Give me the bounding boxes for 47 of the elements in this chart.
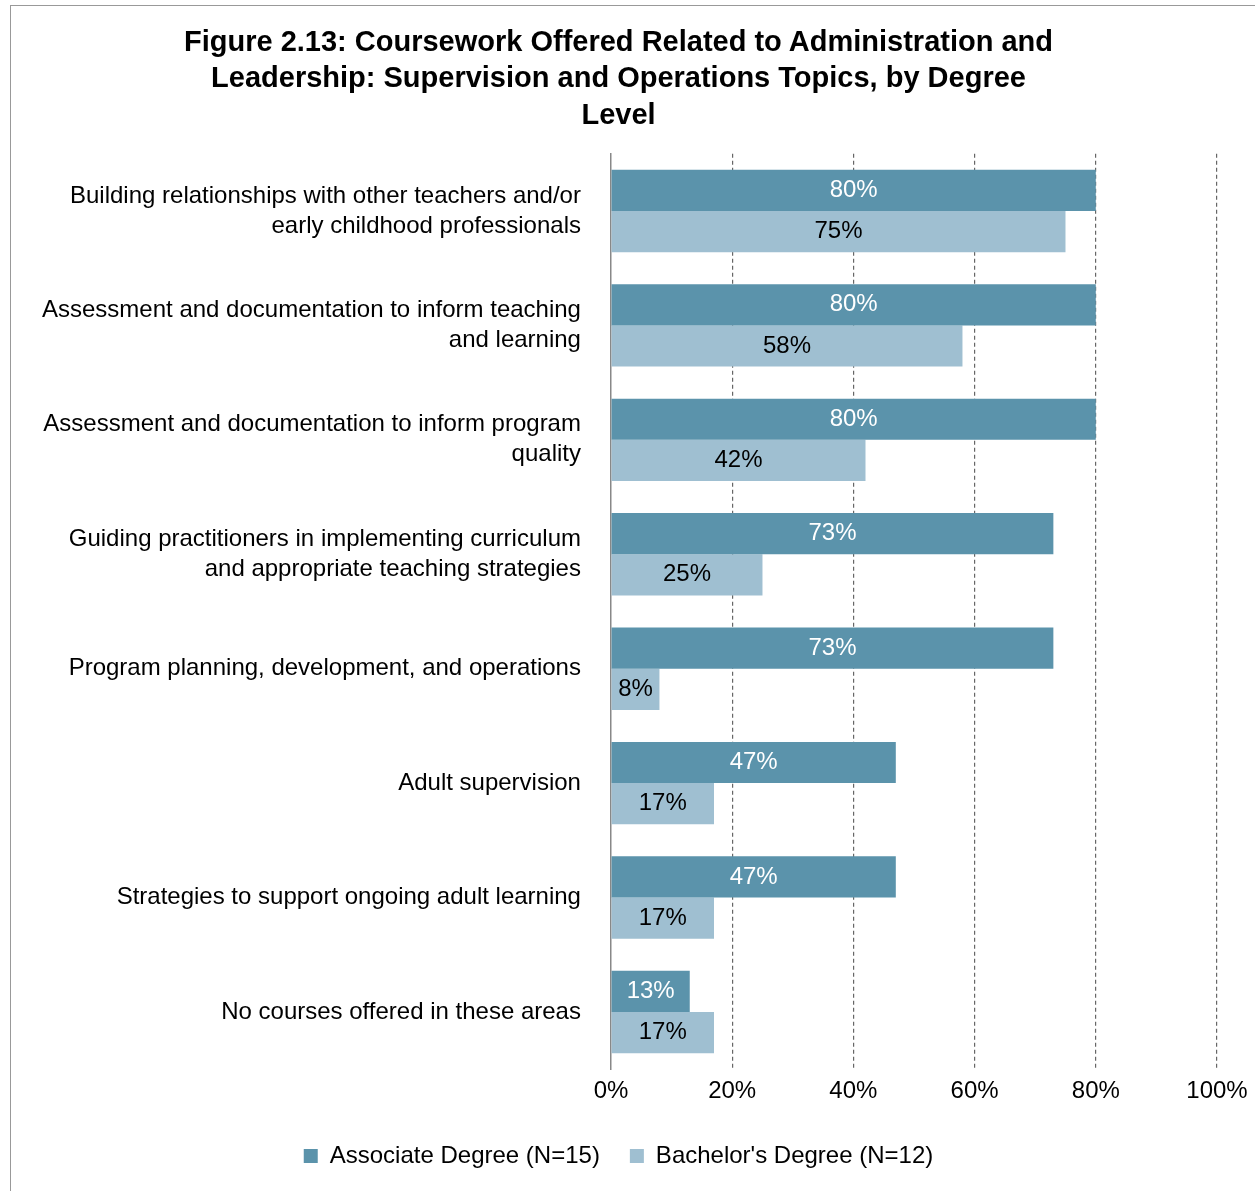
bar — [611, 554, 763, 596]
data-label: 75% — [814, 216, 863, 244]
y-tick-label: No courses offered in these areas — [221, 996, 581, 1024]
data-label: 47% — [729, 747, 778, 775]
y-tick-label: Strategies to support ongoing adult learning — [116, 882, 581, 910]
x-tick-label: 100% — [1186, 1076, 1248, 1104]
bar — [611, 897, 714, 939]
bar — [611, 169, 1096, 211]
bar — [611, 627, 1054, 669]
bar — [611, 284, 1096, 326]
data-label: 47% — [729, 861, 778, 889]
bar — [611, 856, 896, 898]
data-label: 73% — [808, 632, 857, 660]
data-label: 13% — [626, 976, 675, 1004]
bar — [611, 439, 866, 482]
data-label: 17% — [638, 902, 687, 930]
data-label: 25% — [663, 559, 712, 587]
y-tick-label: Adult supervision — [398, 767, 581, 795]
bar — [611, 783, 714, 825]
y-tick-label: Program planning, development, and operations — [68, 653, 581, 681]
bar — [611, 1011, 714, 1054]
data-label: 73% — [808, 518, 857, 546]
x-tick-label: 80% — [1071, 1076, 1120, 1104]
y-tick-label: Building relationships with other teachers and/or early childhood professionals — [70, 180, 581, 238]
x-tick-label: 0% — [593, 1076, 629, 1104]
x-tick-label: 60% — [950, 1076, 999, 1104]
y-tick-label: Guiding practitioners in implementing curriculum and appropriate teaching strategies — [68, 523, 581, 581]
bar — [611, 741, 896, 784]
data-label: 58% — [762, 330, 812, 358]
data-label: 17% — [638, 788, 687, 816]
bar — [611, 513, 1054, 555]
legend-label: Associate Degree (N=15) — [329, 1140, 600, 1168]
chart-title: Figure 2.13: Coursework Offered Related to Administration and Leadership: Supervision and Operations Topics, by Degree Level — [183, 25, 1054, 130]
legend-label: Bachelor's Degree (N=12) — [655, 1140, 934, 1168]
y-tick-label: Assessment and documentation to inform teaching and learning — [42, 295, 581, 353]
data-label: 80% — [829, 403, 878, 431]
data-label: 42% — [714, 445, 763, 473]
x-tick-label: 40% — [829, 1076, 878, 1104]
data-label: 80% — [829, 289, 878, 317]
bar — [611, 325, 963, 367]
x-tick-label: 20% — [708, 1076, 757, 1104]
y-tick-label: Assessment and documentation to inform program quality — [43, 409, 581, 467]
bar — [611, 398, 1096, 440]
data-label: 17% — [638, 1017, 687, 1045]
bar — [611, 210, 1066, 253]
data-label: 8% — [618, 673, 653, 701]
data-label: 80% — [829, 174, 878, 202]
